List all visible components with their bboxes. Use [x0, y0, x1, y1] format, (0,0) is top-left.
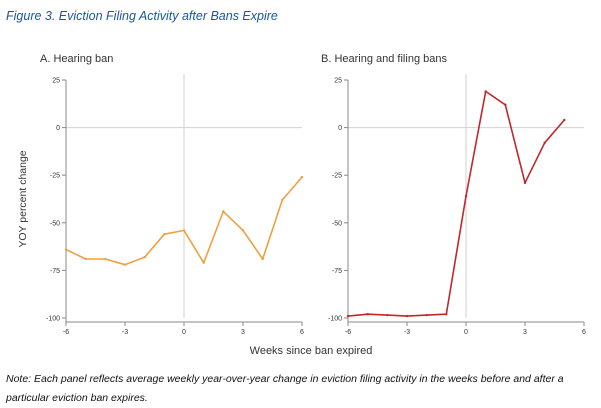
panel-b-x-tick-label: 0: [464, 329, 468, 336]
panel-a-x-tick-label: 3: [241, 329, 245, 336]
panel-a-data-point: [241, 229, 245, 232]
panel-b-data-point: [484, 90, 487, 93]
panel-a-x-tick-label: 0: [182, 329, 186, 336]
panel-b-data-point: [563, 118, 566, 122]
panel-b-y-tick-label: -50: [332, 220, 342, 227]
panel-b-data-point: [366, 312, 369, 316]
x-axis-label: Weeks since ban expired: [250, 345, 373, 357]
panel-a-x-tick-label: 6: [300, 329, 304, 336]
panel-a-y-tick-label: 25: [52, 78, 60, 85]
panel-a-title: A. Hearing ban: [40, 53, 113, 65]
panel-b-x-tick-label: -3: [404, 329, 410, 336]
panel-b-data-point: [504, 103, 507, 106]
panel-b-y-tick-label: -75: [332, 268, 342, 275]
panel-a-x-tick-label: -3: [122, 329, 128, 336]
panel-b-data-point: [445, 312, 448, 316]
panel-b-data-point: [464, 194, 468, 198]
panel-a-y-tick-label: -75: [50, 268, 60, 275]
panel-a-data-point: [84, 257, 87, 261]
panel-a-data-point: [300, 175, 304, 179]
panel-a-data-point: [202, 261, 205, 264]
panel-a-data-point: [182, 229, 186, 232]
panel-b-data-point: [346, 314, 350, 318]
panel-a-y-tick-label: -100: [46, 316, 60, 323]
panel-a-y-tick-label: 0: [56, 125, 60, 132]
panel-b-data-point: [405, 314, 409, 318]
panel-b-y-tick-label: 25: [334, 78, 342, 85]
panel-a-x-tick-label: -6: [63, 329, 69, 336]
panel-b-data-point: [425, 313, 428, 317]
panel-b-data-point: [523, 181, 527, 185]
panel-b-y-tick-label: 0: [338, 125, 342, 132]
panel-b-series-line: [347, 90, 565, 317]
figure-note: Note: Each panel reflects average weekly…: [6, 373, 564, 404]
panel-a-data-point: [104, 257, 107, 261]
panel-a-data-point: [261, 257, 264, 261]
y-axis-label: YOY percent change: [17, 150, 29, 247]
panel-b-data-point: [386, 313, 389, 317]
panel-b-x-tick-label: 3: [523, 329, 527, 336]
panel-b-x-tick-label: -6: [345, 329, 351, 336]
panel-b-data-point: [543, 141, 546, 145]
panel-a-y-tick-label: -25: [50, 173, 60, 180]
panel-a-data-point: [222, 210, 225, 213]
panel-b-x-tick-label: 6: [582, 329, 586, 336]
panel-b-y-tick-label: -100: [328, 316, 342, 323]
panel-b-y-tick-label: -25: [332, 173, 342, 180]
panel-b-title: B. Hearing and filing bans: [321, 53, 447, 65]
panel-a-y-tick-label: -50: [50, 220, 60, 227]
figure-title: Figure 3. Eviction Filing Activity after…: [6, 9, 278, 23]
panel-a-data-point: [143, 255, 146, 259]
panel-a-data-point: [64, 248, 68, 251]
panel-a-data-point: [123, 263, 127, 266]
panel-a-data-point: [281, 198, 284, 202]
panel-a-data-point: [163, 233, 166, 236]
